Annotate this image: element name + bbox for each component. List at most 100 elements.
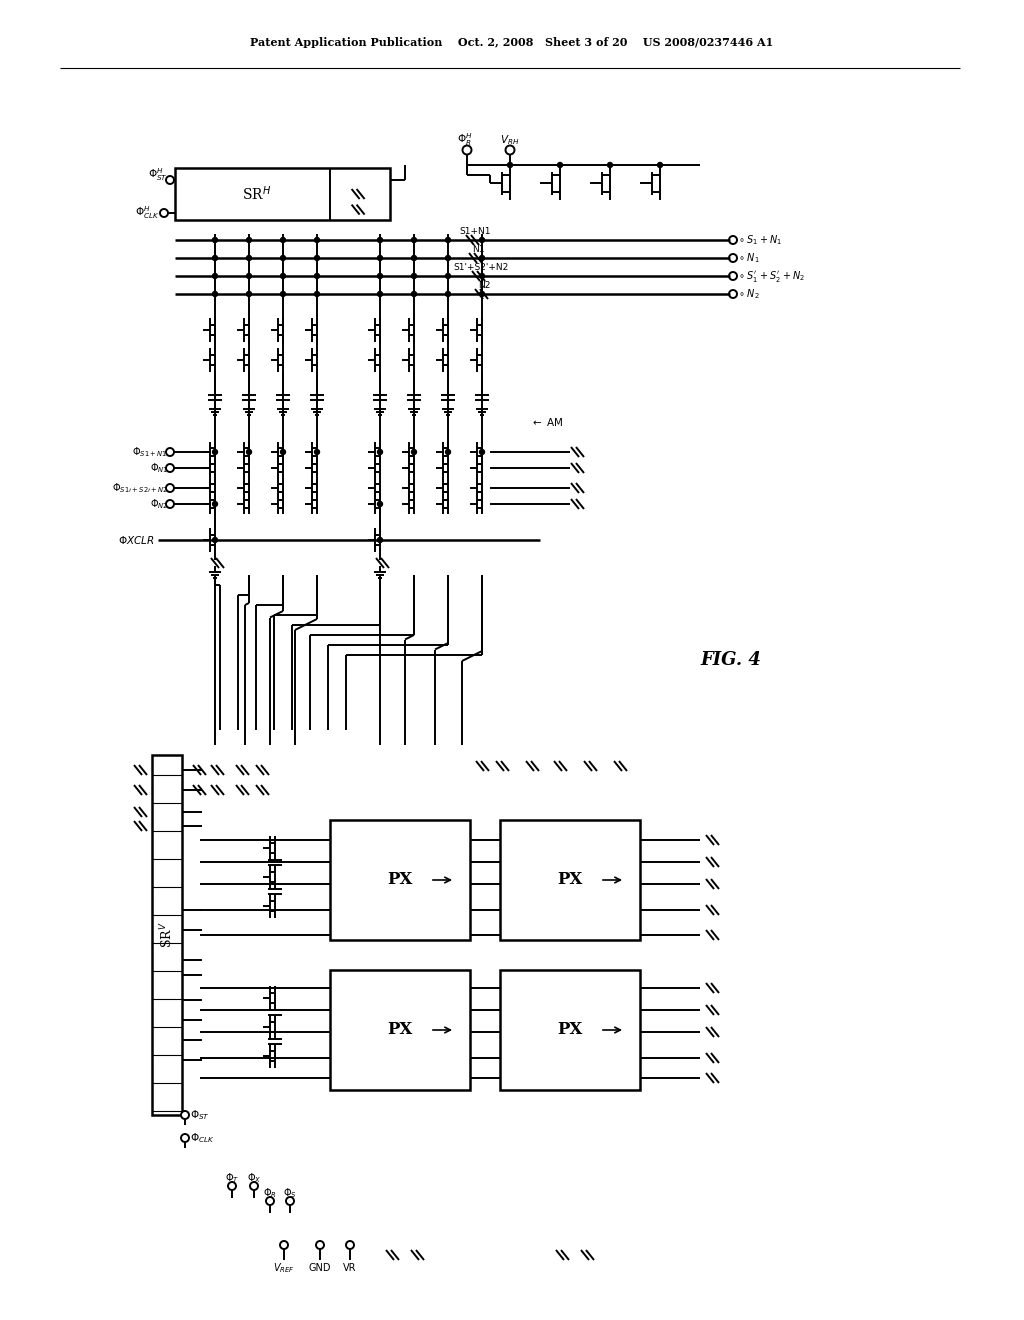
Circle shape [213,450,217,454]
Circle shape [213,292,217,297]
Text: SR$^V$: SR$^V$ [159,921,175,948]
Text: $\Phi_R$: $\Phi_R$ [263,1187,276,1200]
Circle shape [729,253,737,261]
Circle shape [247,238,252,243]
Text: $\Phi_{S1+N1}$: $\Phi_{S1+N1}$ [132,445,168,459]
Text: $\circ\;N_2$: $\circ\;N_2$ [738,286,760,301]
Text: PX: PX [557,871,583,888]
Circle shape [247,292,252,297]
Circle shape [729,290,737,298]
Circle shape [378,256,383,260]
Text: $\Phi^H_{CLK}$: $\Phi^H_{CLK}$ [135,205,160,222]
Text: FIG. 4: FIG. 4 [700,651,761,669]
Circle shape [314,256,319,260]
Circle shape [213,502,217,507]
Text: S1+N1: S1+N1 [459,227,490,236]
Circle shape [479,273,484,279]
Circle shape [378,450,383,454]
Text: GND: GND [309,1263,331,1272]
Text: $\Phi_{N1}$: $\Phi_{N1}$ [150,461,168,475]
Text: $\circ\;S_1'+S_2'+N_2$: $\circ\;S_1'+S_2'+N_2$ [738,268,805,284]
Circle shape [378,537,383,543]
Circle shape [346,1241,354,1249]
Circle shape [247,450,252,454]
Circle shape [378,292,383,297]
Text: N1: N1 [472,246,484,255]
Text: $V_{RH}$: $V_{RH}$ [501,133,520,147]
Circle shape [281,292,286,297]
Circle shape [281,256,286,260]
Circle shape [445,273,451,279]
Circle shape [166,465,174,473]
Circle shape [213,238,217,243]
Bar [500,820,640,940]
Circle shape [280,1241,288,1249]
Text: $\Phi^H_{ST}$: $\Phi^H_{ST}$ [148,166,168,183]
Text: $\Phi_{N2}$: $\Phi_{N2}$ [150,498,168,511]
Circle shape [479,292,484,297]
Text: $\circ\;N_1$: $\circ\;N_1$ [738,251,760,265]
Circle shape [657,162,663,168]
Circle shape [281,273,286,279]
Text: N2: N2 [478,281,490,290]
Circle shape [213,537,217,543]
Circle shape [228,1181,236,1191]
Bar [500,970,640,1090]
Text: $\Phi_{CLK}$: $\Phi_{CLK}$ [190,1131,215,1144]
Circle shape [445,238,451,243]
Circle shape [463,145,471,154]
Circle shape [508,162,512,168]
Circle shape [316,1241,324,1249]
Circle shape [281,450,286,454]
Text: $V_{REF}$: $V_{REF}$ [273,1261,295,1275]
Circle shape [378,273,383,279]
Circle shape [445,292,451,297]
Bar [175,168,390,220]
Circle shape [166,484,174,492]
Circle shape [247,256,252,260]
Bar [152,755,182,1115]
Circle shape [314,450,319,454]
Circle shape [213,273,217,279]
Circle shape [479,238,484,243]
Text: $\Phi_S$: $\Phi_S$ [283,1187,297,1200]
Circle shape [160,209,168,216]
Bar [330,970,470,1090]
Circle shape [412,450,417,454]
Bar [330,820,470,940]
Circle shape [181,1111,189,1119]
Circle shape [412,273,417,279]
Circle shape [281,238,286,243]
Circle shape [250,1181,258,1191]
Text: PX: PX [387,871,413,888]
Circle shape [607,162,612,168]
Circle shape [166,447,174,455]
Circle shape [378,238,383,243]
Text: S1'+S2'+N2: S1'+S2'+N2 [454,264,509,272]
Text: $\Phi^H_R$: $\Phi^H_R$ [458,132,473,148]
Text: PX: PX [387,1022,413,1039]
Circle shape [445,256,451,260]
Circle shape [729,236,737,244]
Text: Patent Application Publication    Oct. 2, 2008   Sheet 3 of 20    US 2008/023744: Patent Application Publication Oct. 2, 2… [251,37,773,48]
Circle shape [479,450,484,454]
Text: PX: PX [557,1022,583,1039]
Circle shape [412,238,417,243]
Circle shape [181,1134,189,1142]
Circle shape [286,1197,294,1205]
Circle shape [557,162,562,168]
Circle shape [479,256,484,260]
Text: $\Phi_T$: $\Phi_T$ [225,1171,240,1185]
Text: $\Phi_{ST}$: $\Phi_{ST}$ [190,1107,210,1122]
Circle shape [166,176,174,183]
Circle shape [314,238,319,243]
Circle shape [729,272,737,280]
Circle shape [266,1197,274,1205]
Text: $\Phi_{S1\prime+S2\prime+N2}$: $\Phi_{S1\prime+S2\prime+N2}$ [112,480,168,495]
Circle shape [506,145,514,154]
Text: $\circ\;S_1+N_1$: $\circ\;S_1+N_1$ [738,234,782,247]
Circle shape [314,292,319,297]
Text: $\Phi XCLR$: $\Phi XCLR$ [119,535,155,546]
Circle shape [247,273,252,279]
Text: $\leftarrow$ AM: $\leftarrow$ AM [530,416,563,428]
